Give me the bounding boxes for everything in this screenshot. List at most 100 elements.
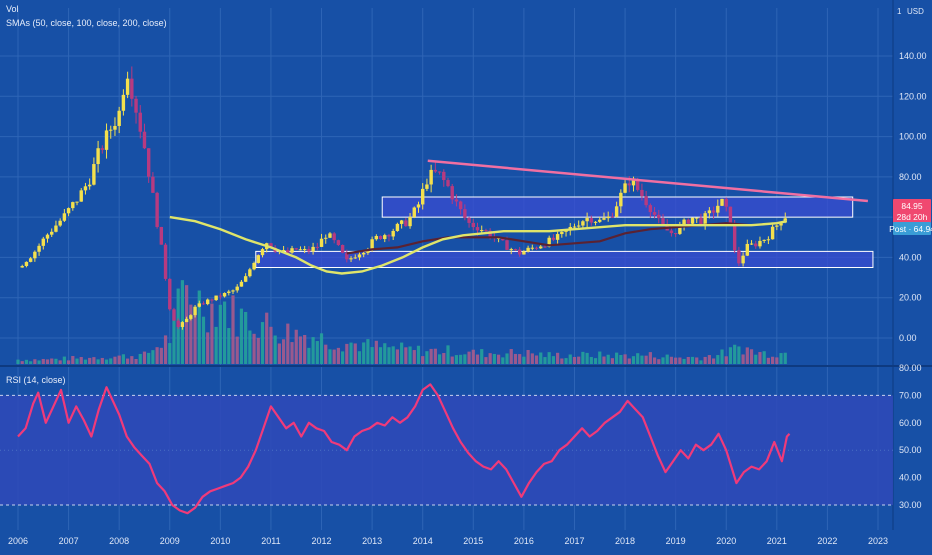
candle-body[interactable] xyxy=(644,196,648,206)
candle-body[interactable] xyxy=(109,129,113,131)
candle-body[interactable] xyxy=(648,205,653,213)
candle-body[interactable] xyxy=(184,318,189,323)
candle-body[interactable] xyxy=(501,237,505,241)
candle-body[interactable] xyxy=(24,261,29,267)
candle-body[interactable] xyxy=(104,130,109,150)
candle-body[interactable] xyxy=(471,222,475,228)
candle-body[interactable] xyxy=(180,322,185,328)
candle-body[interactable] xyxy=(83,186,88,191)
candle-body[interactable] xyxy=(404,220,408,227)
candle-body[interactable] xyxy=(269,243,273,248)
candle-body[interactable] xyxy=(711,210,716,213)
candle-body[interactable] xyxy=(45,234,50,239)
candle-body[interactable] xyxy=(302,249,307,251)
candle-body[interactable] xyxy=(513,249,518,251)
candle-body[interactable] xyxy=(442,171,446,181)
candle-body[interactable] xyxy=(260,249,265,256)
candle-body[interactable] xyxy=(576,225,581,227)
candle-body[interactable] xyxy=(307,249,311,252)
candle-body[interactable] xyxy=(522,251,526,255)
candle-body[interactable] xyxy=(33,251,37,259)
candle-body[interactable] xyxy=(421,188,425,205)
candle-body[interactable] xyxy=(564,230,568,232)
candle-body[interactable] xyxy=(505,240,509,250)
candle-body[interactable] xyxy=(425,184,429,189)
candle-body[interactable] xyxy=(218,295,223,297)
candle-body[interactable] xyxy=(695,217,699,219)
candle-body[interactable] xyxy=(37,245,41,252)
candle-body[interactable] xyxy=(484,230,488,232)
candle-body[interactable] xyxy=(231,290,235,292)
candle-body[interactable] xyxy=(686,219,690,224)
candle-body[interactable] xyxy=(290,248,294,253)
candle-body[interactable] xyxy=(256,255,260,263)
candle-body[interactable] xyxy=(657,214,661,219)
candle-body[interactable] xyxy=(374,236,379,240)
candle-body[interactable] xyxy=(728,206,733,224)
candle-body[interactable] xyxy=(678,225,682,234)
candle-body[interactable] xyxy=(779,222,783,226)
candle-body[interactable] xyxy=(480,230,484,232)
candle-body[interactable] xyxy=(189,315,193,319)
candle-body[interactable] xyxy=(239,281,244,287)
candle-body[interactable] xyxy=(361,252,366,255)
candle-body[interactable] xyxy=(585,218,589,222)
sma-100-line[interactable] xyxy=(346,220,788,255)
candle-body[interactable] xyxy=(62,213,67,221)
candle-body[interactable] xyxy=(336,240,341,246)
candle-body[interactable] xyxy=(395,223,400,231)
candle-body[interactable] xyxy=(631,179,636,186)
candle-body[interactable] xyxy=(458,201,463,210)
candle-body[interactable] xyxy=(732,223,737,251)
candle-body[interactable] xyxy=(463,209,467,218)
candle-body[interactable] xyxy=(138,112,142,132)
candle-body[interactable] xyxy=(146,148,151,177)
candle-body[interactable] xyxy=(783,218,787,223)
candle-body[interactable] xyxy=(534,247,539,249)
candle-body[interactable] xyxy=(437,171,442,173)
candle-body[interactable] xyxy=(682,219,686,226)
candle-body[interactable] xyxy=(134,98,138,113)
candle-body[interactable] xyxy=(315,246,320,248)
candle-body[interactable] xyxy=(328,233,332,238)
candle-body[interactable] xyxy=(606,216,610,219)
candle-body[interactable] xyxy=(311,246,315,252)
candle-body[interactable] xyxy=(454,199,459,202)
candle-body[interactable] xyxy=(581,221,585,226)
candle-body[interactable] xyxy=(298,249,303,251)
rsi-line[interactable] xyxy=(17,383,791,515)
candle-body[interactable] xyxy=(92,164,96,185)
candle-body[interactable] xyxy=(324,237,328,239)
candle-body[interactable] xyxy=(467,217,471,223)
candle-body[interactable] xyxy=(627,183,631,186)
candle-body[interactable] xyxy=(75,201,79,203)
candle-body[interactable] xyxy=(353,257,357,259)
candle-body[interactable] xyxy=(155,192,159,227)
candle-body[interactable] xyxy=(54,225,58,232)
candle-body[interactable] xyxy=(159,226,164,245)
candle-body[interactable] xyxy=(357,254,362,258)
candle-body[interactable] xyxy=(193,306,197,316)
candle-body[interactable] xyxy=(71,202,75,209)
candle-body[interactable] xyxy=(724,198,728,207)
candle-body[interactable] xyxy=(530,247,535,249)
candle-body[interactable] xyxy=(593,221,598,223)
candle-body[interactable] xyxy=(623,183,627,193)
candle-body[interactable] xyxy=(602,218,606,220)
candle-body[interactable] xyxy=(100,148,105,150)
candle-body[interactable] xyxy=(206,299,210,305)
candle-body[interactable] xyxy=(450,186,454,200)
candle-body[interactable] xyxy=(28,258,33,262)
candle-body[interactable] xyxy=(547,237,551,247)
candle-body[interactable] xyxy=(227,291,231,293)
candle-body[interactable] xyxy=(496,237,501,239)
candle-body[interactable] xyxy=(79,190,83,202)
candle-body[interactable] xyxy=(619,192,623,207)
candle-body[interactable] xyxy=(412,207,416,217)
candle-body[interactable] xyxy=(741,255,745,264)
candle-body[interactable] xyxy=(252,262,256,270)
candle-body[interactable] xyxy=(117,110,121,126)
candle-body[interactable] xyxy=(699,217,703,226)
candle-body[interactable] xyxy=(488,230,492,238)
